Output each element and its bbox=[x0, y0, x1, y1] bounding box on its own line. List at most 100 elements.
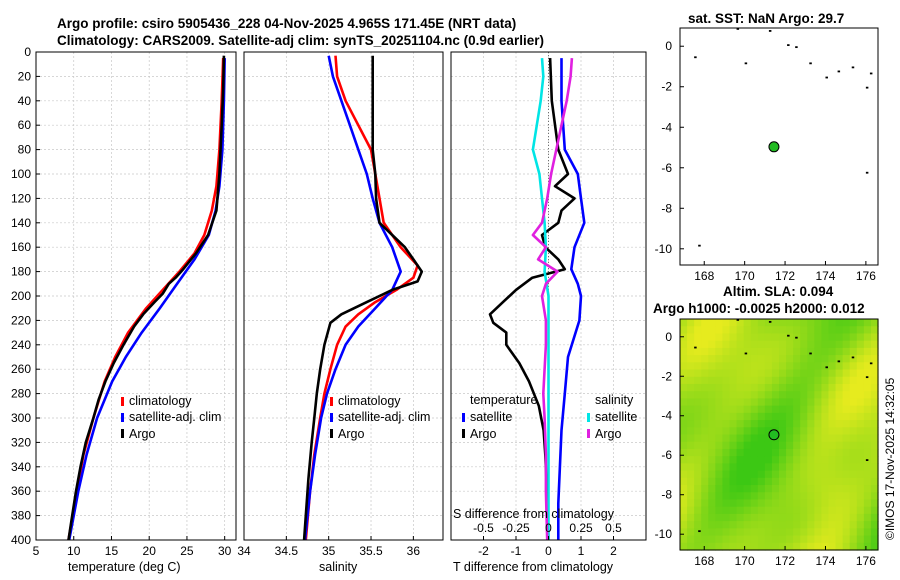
sla-cell bbox=[821, 441, 830, 450]
sla-cell bbox=[764, 521, 773, 529]
sla-cell bbox=[680, 542, 688, 551]
sla-cell bbox=[842, 427, 851, 436]
sla-cell bbox=[863, 427, 872, 436]
sla-cell bbox=[821, 506, 830, 515]
sla-cell bbox=[842, 535, 851, 544]
sla-cell bbox=[856, 456, 865, 464]
sla-cell bbox=[701, 528, 709, 537]
legend-swatch-argo bbox=[121, 429, 124, 438]
sla-cell bbox=[680, 333, 688, 342]
sla-cell bbox=[870, 492, 879, 501]
series-temperature-argo bbox=[488, 58, 576, 541]
sla-cell bbox=[764, 441, 773, 450]
sla-cell bbox=[814, 521, 823, 529]
sla-cell bbox=[793, 542, 801, 551]
difference-legend: temperature satellite Argo salinity sate… bbox=[462, 393, 637, 441]
legend-swatch-satellite bbox=[330, 413, 333, 422]
sla-cell bbox=[849, 405, 858, 414]
sla-cell bbox=[715, 376, 724, 385]
sla-cell bbox=[828, 513, 837, 522]
legend-label-satellite: satellite-adj. clim bbox=[129, 410, 221, 424]
sla-cell bbox=[750, 535, 759, 544]
sla-cell bbox=[786, 391, 794, 400]
sla-cell bbox=[786, 412, 794, 421]
sla-cell bbox=[743, 492, 752, 501]
series-argo bbox=[67, 55, 226, 541]
sla-cell bbox=[771, 456, 780, 464]
y-tick-label: 60 bbox=[18, 118, 32, 132]
sla-cell bbox=[863, 376, 872, 385]
sla-cell bbox=[863, 369, 872, 378]
sla-cell bbox=[800, 506, 808, 515]
sla-cell bbox=[842, 369, 851, 378]
sla-cell bbox=[849, 362, 858, 371]
sla-cell bbox=[863, 326, 872, 335]
sla-cell bbox=[757, 326, 766, 335]
sla-cell bbox=[800, 427, 808, 436]
sla-cell bbox=[694, 513, 702, 522]
sla-cell bbox=[856, 521, 865, 529]
sla-cell bbox=[786, 333, 794, 342]
sla-cell bbox=[701, 427, 709, 436]
sla-cell bbox=[863, 434, 872, 443]
sla-cell bbox=[729, 528, 738, 537]
x-tick-label: 35.5 bbox=[359, 544, 383, 558]
x-tick-label: 0 bbox=[545, 544, 552, 558]
sla-cell bbox=[828, 477, 837, 486]
sla-cell bbox=[729, 383, 738, 392]
x-tick-label: 172 bbox=[775, 554, 795, 568]
x-tick-label: 176 bbox=[856, 269, 876, 283]
series-climatology bbox=[304, 55, 419, 541]
sla-cell bbox=[793, 383, 801, 392]
coastline-speck bbox=[736, 319, 740, 321]
sla-cell bbox=[736, 434, 745, 443]
sla-cell bbox=[821, 383, 830, 392]
sla-cell bbox=[786, 369, 794, 378]
sla-cell bbox=[757, 456, 766, 464]
sla-cell bbox=[694, 333, 702, 342]
coastline-speck bbox=[698, 244, 701, 247]
sla-cell bbox=[729, 355, 738, 363]
sla-cell bbox=[821, 369, 830, 378]
sla-cell bbox=[814, 333, 823, 342]
sla-cell bbox=[828, 528, 837, 537]
sla-cell bbox=[715, 333, 724, 342]
sla-cell bbox=[779, 326, 787, 335]
y-tick-label: 160 bbox=[11, 240, 31, 254]
sla-cell bbox=[856, 506, 865, 515]
sla-cell bbox=[757, 398, 766, 407]
sla-map-subtitle: Argo h1000: -0.0025 h2000: 0.012 bbox=[653, 301, 865, 316]
sla-cell bbox=[687, 448, 695, 457]
sla-cell bbox=[771, 362, 780, 371]
sla-cell bbox=[729, 333, 738, 342]
sla-cell bbox=[694, 326, 702, 335]
sla-cell bbox=[793, 376, 801, 385]
sla-cell bbox=[793, 326, 801, 335]
sla-cell bbox=[687, 528, 695, 537]
sla-cell bbox=[835, 513, 844, 522]
sla-cell bbox=[736, 319, 745, 327]
sla-cell bbox=[807, 499, 815, 508]
sla-cell bbox=[842, 340, 851, 349]
sla-cell bbox=[856, 333, 865, 342]
sla-cell bbox=[786, 456, 794, 464]
sla-cell bbox=[764, 470, 773, 479]
sla-cell bbox=[750, 398, 759, 407]
sla-cell bbox=[715, 499, 724, 508]
sla-cell bbox=[708, 535, 716, 544]
sla-cell bbox=[680, 347, 688, 356]
sla-cell bbox=[856, 362, 865, 371]
sla-cell bbox=[750, 477, 759, 486]
sla-cell bbox=[779, 521, 787, 529]
sla-cell bbox=[764, 499, 773, 508]
sla-cell bbox=[687, 319, 695, 327]
sla-cell bbox=[722, 369, 731, 378]
sla-cell bbox=[722, 441, 731, 450]
sla-cell bbox=[835, 535, 844, 544]
sla-cell bbox=[722, 506, 731, 515]
sla-cell bbox=[729, 448, 738, 457]
x-top-tick-label: 0 bbox=[545, 521, 552, 535]
sla-cell bbox=[779, 528, 787, 537]
sla-cell bbox=[779, 383, 787, 392]
sla-cell bbox=[779, 355, 787, 363]
